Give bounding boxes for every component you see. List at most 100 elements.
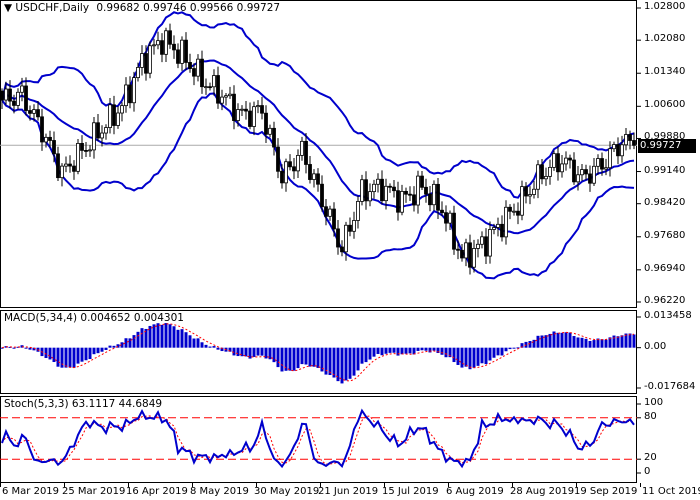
candle-bearish — [508, 206, 512, 212]
macd-histogram-bar — [196, 338, 200, 348]
candle-bearish — [172, 43, 176, 51]
macd-histogram-bar — [532, 339, 536, 348]
macd-histogram-bar — [56, 347, 60, 367]
macd-histogram-bar — [548, 333, 552, 348]
macd-histogram-bar — [136, 331, 140, 348]
candle-bearish — [600, 158, 604, 170]
macd-histogram-bar — [48, 347, 52, 360]
macd-histogram-bar — [212, 346, 216, 348]
candle-bullish — [416, 175, 420, 206]
macd-histogram-bar — [500, 347, 504, 356]
macd-histogram-bar — [112, 345, 116, 348]
candle-bearish — [336, 228, 340, 248]
candle-bullish — [580, 169, 584, 176]
macd-histogram-bar — [552, 331, 556, 348]
candle-bullish — [152, 44, 156, 47]
stoch-tick-label: 100 — [644, 397, 664, 408]
macd-histogram-bar — [556, 332, 560, 348]
candle-bullish — [360, 179, 364, 202]
date-tick-label: 25 Mar 2019 — [62, 486, 126, 497]
date-tick-label: 16 Apr 2019 — [126, 486, 188, 497]
ohlc-open: 0.99682 — [96, 2, 140, 14]
macd-histogram-bar — [428, 347, 432, 353]
macd-histogram-bar — [596, 338, 600, 348]
date-tick-label: 8 May 2019 — [190, 486, 249, 497]
candle-bearish — [280, 170, 284, 184]
price-tick-label: 0.99140 — [644, 164, 686, 176]
macd-histogram-bar — [424, 347, 428, 351]
candle-bearish — [396, 190, 400, 213]
macd-histogram-bar — [464, 347, 468, 367]
chart-title: ▼ USDCHF,Daily 0.99682 0.99746 0.99566 0… — [4, 2, 280, 14]
candle-bearish — [0, 90, 4, 101]
candle-bullish — [576, 174, 580, 183]
candle-bullish — [120, 105, 124, 114]
candle-bullish — [544, 175, 548, 180]
macd-histogram-bar — [44, 347, 48, 358]
ohlc-low: 0.99566 — [189, 2, 234, 14]
candle-bearish — [500, 223, 504, 238]
candle-bullish — [400, 190, 404, 213]
macd-histogram-bar — [452, 347, 456, 363]
candle-bearish — [208, 86, 212, 89]
macd-histogram-bar — [268, 347, 272, 360]
candle-bullish — [612, 144, 616, 150]
candle-bullish — [284, 161, 288, 184]
date-tick-label: 15 Jul 2019 — [382, 486, 439, 497]
candle-bearish — [308, 164, 312, 180]
macd-histogram-bar — [460, 347, 464, 368]
macd-histogram-bar — [408, 347, 412, 354]
macd-histogram-bar — [132, 335, 136, 348]
macd-histogram-bar — [372, 347, 376, 357]
macd-histogram-bar — [308, 347, 312, 367]
macd-histogram-bar — [0, 347, 4, 349]
macd-histogram-bar — [332, 347, 336, 378]
candle-bullish — [148, 45, 152, 74]
dropdown-triangle-icon[interactable]: ▼ — [4, 2, 13, 14]
macd-histogram-bar — [292, 347, 296, 371]
candle-bearish — [452, 212, 456, 250]
candle-bearish — [320, 183, 324, 208]
candle-bullish — [88, 149, 92, 152]
candle-bearish — [516, 210, 520, 216]
date-tick-label: 21 Jun 2019 — [318, 486, 379, 497]
macd-histogram-bar — [176, 329, 180, 348]
macd-tick-label: 0.013458 — [644, 310, 692, 321]
candle-bearish — [24, 85, 28, 111]
candle-bullish — [212, 75, 216, 88]
macd-histogram-bar — [364, 347, 368, 363]
candle-bearish — [96, 122, 100, 139]
macd-tick-label: -0.017684 — [644, 381, 696, 392]
macd-histogram-bar — [120, 342, 124, 348]
candle-bullish — [104, 127, 108, 134]
candle-bullish — [448, 212, 452, 224]
candle-bearish — [568, 157, 572, 161]
price-tick-label: 0.96220 — [644, 295, 686, 306]
macd-histogram-bar — [24, 347, 28, 349]
candle-bearish — [628, 134, 632, 141]
candle-bearish — [184, 39, 188, 63]
date-tick-label: 19 Sep 2019 — [574, 486, 638, 497]
candle-bullish — [60, 165, 64, 179]
macd-histogram-bar — [576, 337, 580, 348]
stoch-panel-frame — [0, 396, 637, 483]
macd-histogram-bar — [496, 347, 500, 356]
macd-histogram-bar — [104, 347, 108, 350]
candle-bearish — [48, 136, 52, 141]
macd-histogram-bar — [296, 347, 300, 369]
macd-histogram-bar — [64, 347, 68, 368]
candle-bullish — [624, 134, 628, 146]
candle-bearish — [192, 68, 196, 77]
macd-histogram-bar — [416, 347, 420, 351]
candle-bearish — [144, 53, 148, 74]
candle-bearish — [584, 169, 588, 175]
ohlc-close: 0.99727 — [236, 2, 281, 14]
candle-bullish — [560, 163, 564, 173]
macd-histogram-bar — [544, 335, 548, 348]
price-tick-label: 0.97680 — [644, 229, 686, 241]
candle-bearish — [52, 140, 56, 155]
candle-bullish — [528, 194, 532, 197]
candle-bullish — [44, 136, 48, 143]
candle-bullish — [132, 77, 136, 104]
